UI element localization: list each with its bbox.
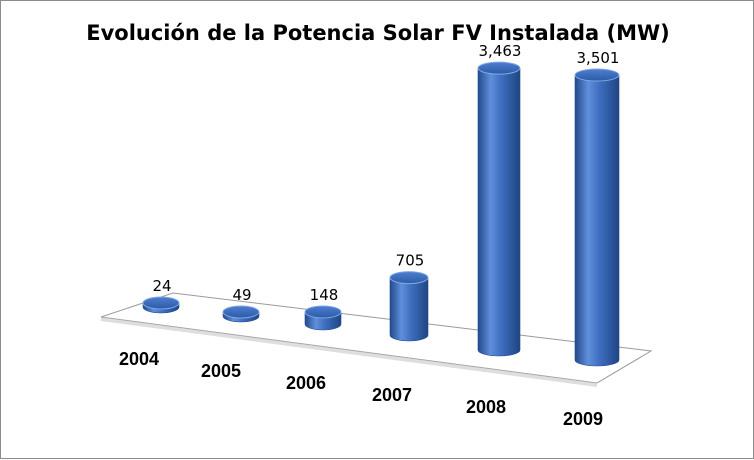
category-label-2006: 2006 <box>286 373 326 393</box>
category-label-2008: 2008 <box>466 397 506 417</box>
chart-title: Evolución de la Potencia Solar FV Instal… <box>86 21 670 45</box>
bar-2004 <box>142 296 180 314</box>
data-label-2006: 148 <box>310 286 339 304</box>
category-label-2009: 2009 <box>563 409 603 429</box>
bar-body-2007 <box>389 277 429 342</box>
bar-2005 <box>222 305 260 323</box>
bar-2006 <box>304 305 342 331</box>
bar-top-2004 <box>142 296 180 310</box>
category-label-2005: 2005 <box>201 361 241 381</box>
data-label-2004: 24 <box>152 277 171 295</box>
bar-body-2008 <box>477 67 521 357</box>
category-label-2004: 2004 <box>119 349 159 369</box>
category-label-2007: 2007 <box>372 385 412 405</box>
bar-2008 <box>477 61 521 357</box>
data-label-2005: 49 <box>232 286 251 304</box>
bar-top-2007 <box>389 271 429 285</box>
bar-2007 <box>389 271 429 342</box>
chart-floor <box>100 292 653 384</box>
chart-floor-shadow <box>101 317 597 387</box>
bar-top-2008 <box>477 61 521 75</box>
data-label-2007: 705 <box>396 252 425 270</box>
data-label-2009: 3,501 <box>577 49 620 67</box>
bar-2009 <box>574 68 620 367</box>
bar-top-2005 <box>222 305 260 319</box>
bar-top-2009 <box>574 68 620 82</box>
bar-top-2006 <box>304 305 342 319</box>
data-label-2008: 3,463 <box>479 42 522 60</box>
bar-body-2009 <box>574 74 620 367</box>
